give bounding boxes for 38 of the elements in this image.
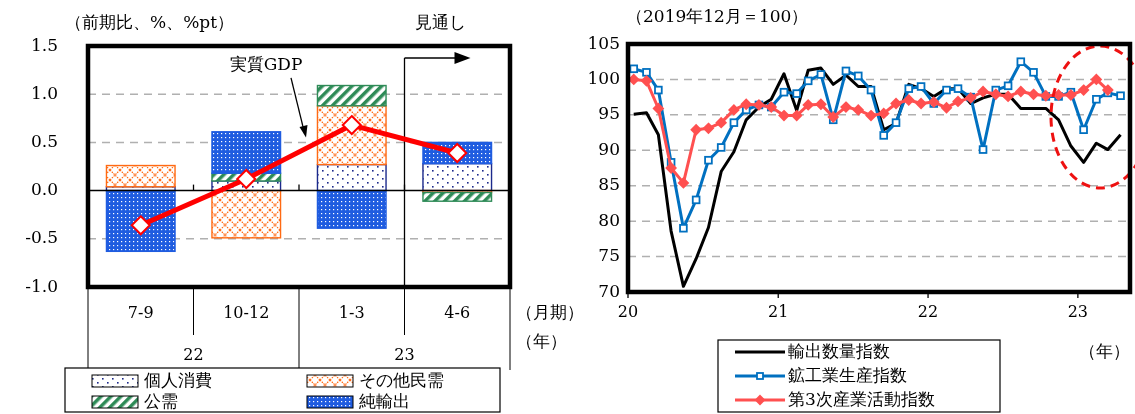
y-tick-label: 0.0 — [30, 179, 58, 200]
text: 見通し — [415, 12, 466, 32]
y-tick-label: 85 — [598, 174, 620, 195]
legend-label: 個人消費 — [144, 369, 212, 390]
x-tick-label: 4-6 — [444, 302, 471, 322]
y-tick-label: 90 — [598, 138, 620, 159]
y-tick-label: 0.5 — [30, 130, 58, 151]
x-tick-label: 1-3 — [338, 302, 365, 322]
y-tick-label: 105 — [587, 32, 620, 53]
y-tick-label: 75 — [598, 245, 620, 266]
x-tick-label: 21 — [768, 301, 789, 321]
legend-label: 輸出数量指数 — [788, 340, 890, 361]
legend-label: 公需 — [144, 390, 178, 411]
y-tick-label: 1.5 — [30, 34, 58, 55]
legend-label: 第3次産業活動指数 — [788, 388, 935, 409]
x-tick-label: 22 — [917, 301, 939, 321]
y-tick-label: -1.0 — [25, 275, 58, 296]
y-tick-label: -0.5 — [25, 227, 58, 248]
y-tick-label: 1.0 — [30, 82, 58, 103]
x-tick-label: 7-9 — [127, 302, 154, 322]
text: 22 — [183, 344, 204, 364]
x-axis-title: （月期） — [516, 301, 584, 322]
legend-label: 純輸出 — [359, 390, 410, 411]
y-tick-label: 70 — [598, 280, 620, 301]
y-tick-label: 95 — [598, 103, 620, 124]
legend-label: その他民需 — [359, 369, 444, 390]
text: （年） — [516, 330, 567, 351]
y-axis-title: （2019年12月＝100） — [626, 6, 809, 26]
y-tick-label: 80 — [598, 209, 620, 230]
y-axis-title: （前期比、%、%pt） — [65, 12, 235, 32]
x-tick-label: 23 — [1067, 301, 1089, 321]
x-tick-label: 10-12 — [223, 302, 270, 322]
text: 23 — [394, 344, 415, 364]
x-axis-title: （年） — [1079, 340, 1130, 361]
y-tick-label: 100 — [587, 67, 620, 88]
x-tick-label: 20 — [617, 301, 639, 321]
legend-label: 鉱工業生産指数 — [788, 364, 907, 385]
text: 実質GDP — [229, 53, 303, 74]
